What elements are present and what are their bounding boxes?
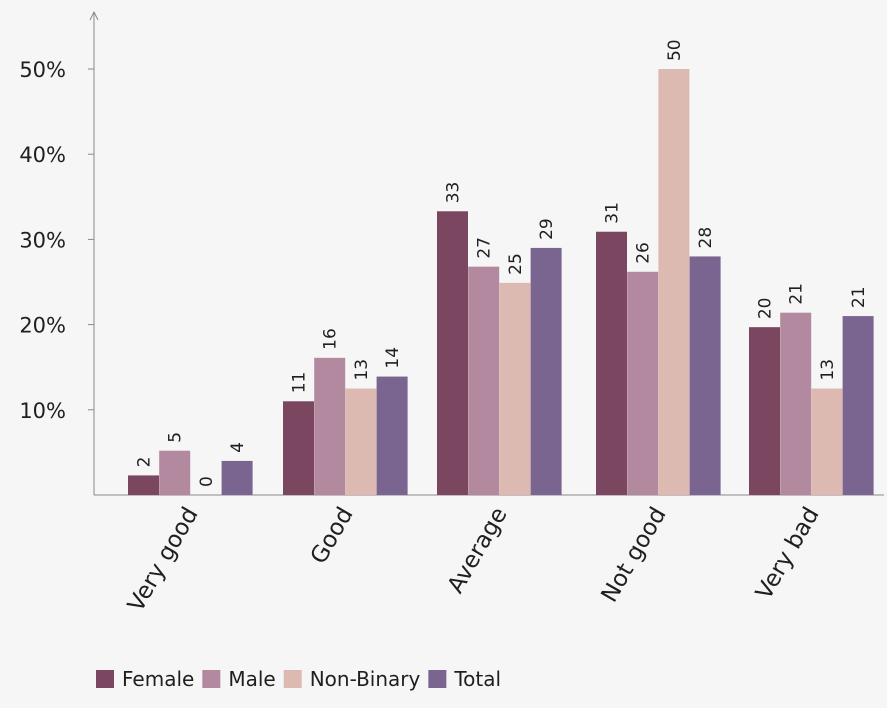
bar (437, 211, 468, 495)
y-axis-arrow (89, 10, 99, 21)
bar (811, 388, 843, 495)
bar (749, 327, 780, 495)
y-tick-label: 30% (19, 228, 66, 252)
bar (689, 256, 721, 495)
data-label: 20 (756, 298, 776, 320)
bar (530, 247, 562, 495)
data-label: 13 (352, 359, 372, 381)
y-tick-label: 10% (19, 399, 66, 423)
data-label: 4 (228, 442, 248, 453)
legend-swatch (283, 670, 302, 688)
bar (314, 357, 346, 495)
x-category-label: Average (443, 503, 513, 598)
bar (283, 401, 314, 495)
bar (658, 69, 690, 495)
data-label: 27 (475, 237, 495, 259)
bar (627, 271, 659, 495)
legend-swatch (96, 670, 114, 688)
bar (780, 312, 812, 495)
data-label: 2 (135, 457, 155, 468)
legend-label: Female (122, 667, 194, 691)
y-tick-label: 20% (19, 314, 66, 338)
legend-swatch (428, 670, 447, 688)
data-label: 16 (321, 328, 341, 350)
bar (376, 376, 408, 495)
data-label: 5 (166, 432, 186, 443)
bar (499, 282, 531, 495)
bar (221, 460, 253, 495)
bar (128, 475, 159, 495)
data-label: 25 (506, 253, 526, 275)
data-label: 33 (444, 182, 464, 204)
y-tick-label: 40% (19, 143, 66, 167)
x-category-label: Good (306, 503, 359, 568)
bar (468, 266, 500, 495)
data-label: 11 (290, 372, 310, 394)
legend-swatch (202, 670, 221, 688)
data-label: 13 (818, 359, 838, 381)
bar (345, 388, 377, 495)
legend-label: Total (453, 667, 501, 691)
x-category-label: Very good (123, 503, 203, 616)
y-tick-label: 50% (19, 58, 66, 82)
bar (842, 316, 874, 495)
x-category-label: Very bad (751, 503, 824, 604)
legend-label: Male (228, 667, 275, 691)
data-labels: 2 11 33 31 20 5 16 27 26 21 0 13 25 50 13 4 14 29 28 21 (135, 39, 870, 487)
data-label: 28 (696, 227, 716, 249)
data-label: 21 (849, 286, 869, 308)
data-label: 31 (603, 202, 623, 224)
bar (159, 450, 191, 495)
data-label: 21 (787, 283, 807, 305)
legend-label: Non-Binary (310, 667, 421, 691)
x-category-label: Not good (597, 503, 672, 607)
data-label: 29 (537, 218, 557, 240)
data-label: 50 (665, 39, 685, 61)
data-label: 14 (383, 347, 403, 369)
bars (128, 69, 874, 495)
bar (596, 231, 627, 495)
data-label: 0 (197, 476, 217, 487)
data-label: 26 (634, 242, 654, 264)
legend: Female Male Non-Binary Total (96, 667, 501, 691)
